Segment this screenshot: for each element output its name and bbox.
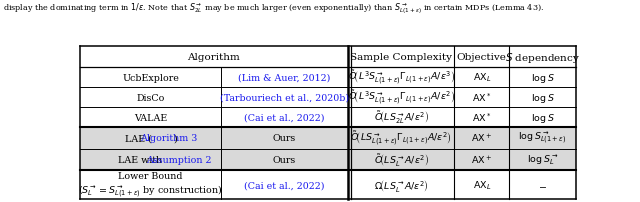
- Text: Assumption 2: Assumption 2: [146, 155, 212, 164]
- Text: $\mathrm{AX}^*$: $\mathrm{AX}^*$: [472, 111, 492, 124]
- Bar: [80, 170, 576, 199]
- Text: $-$: $-$: [538, 180, 547, 189]
- Text: Ours: Ours: [273, 155, 296, 164]
- Text: Algorithm: Algorithm: [188, 53, 240, 62]
- Text: Sample Complexity: Sample Complexity: [350, 53, 452, 62]
- Text: DisCo: DisCo: [136, 93, 165, 102]
- Text: UcbExplore: UcbExplore: [122, 73, 179, 82]
- Text: ): ): [173, 134, 177, 143]
- Text: $\log S_{L(1+\epsilon)}^{\rightarrow}$: $\log S_{L(1+\epsilon)}^{\rightarrow}$: [518, 130, 566, 147]
- Text: LAE with: LAE with: [118, 155, 166, 164]
- Text: (Cai et al., 2022): (Cai et al., 2022): [244, 180, 325, 189]
- Text: $\log S$: $\log S$: [531, 71, 554, 84]
- Bar: [80, 88, 576, 108]
- Text: (Lim & Auer, 2012): (Lim & Auer, 2012): [239, 73, 331, 82]
- Text: $\Omega\!\left(L S_L^{\rightarrow} A/\epsilon^2\right)$: $\Omega\!\left(L S_L^{\rightarrow} A/\ep…: [374, 177, 429, 193]
- Text: $S$ dependency: $S$ dependency: [505, 50, 580, 64]
- Text: display the dominating term in $1/\epsilon$. Note that $S_{2L}^{\rightarrow}$ ma: display the dominating term in $1/\epsil…: [3, 1, 544, 16]
- Bar: [80, 68, 576, 88]
- Text: Lower Bound
$(S_L^{\rightarrow} = S_{L(1+\epsilon)}^{\rightarrow}$ by constructi: Lower Bound $(S_L^{\rightarrow} = S_{L(1…: [78, 171, 223, 199]
- Text: $\mathrm{AX}_L$: $\mathrm{AX}_L$: [472, 72, 491, 84]
- Text: VALAE: VALAE: [134, 113, 167, 122]
- Text: $\log S_L^{\rightarrow}$: $\log S_L^{\rightarrow}$: [527, 153, 558, 167]
- Text: Algorithm 3: Algorithm 3: [140, 134, 197, 143]
- Text: LAE (: LAE (: [125, 134, 152, 143]
- Bar: [80, 127, 576, 149]
- Bar: [80, 108, 576, 127]
- Text: Objective: Objective: [457, 53, 507, 62]
- Bar: [80, 149, 576, 170]
- Text: $\mathrm{AX}^+$: $\mathrm{AX}^+$: [471, 154, 492, 166]
- Text: Ours: Ours: [273, 134, 296, 143]
- Text: $\tilde{O}\!\left(L S_{2L}^{\rightarrow} A/\epsilon^2\right)$: $\tilde{O}\!\left(L S_{2L}^{\rightarrow}…: [374, 109, 429, 126]
- Text: $\mathrm{AX}^*$: $\mathrm{AX}^*$: [472, 91, 492, 104]
- Text: $\mathrm{AX}_L$: $\mathrm{AX}_L$: [472, 179, 491, 191]
- Text: (Tarbouriech et al., 2020b): (Tarbouriech et al., 2020b): [220, 93, 349, 102]
- Text: $\log S$: $\log S$: [531, 91, 554, 104]
- Text: (Cai et al., 2022): (Cai et al., 2022): [244, 113, 325, 122]
- Text: $\mathrm{AX}^+$: $\mathrm{AX}^+$: [471, 132, 492, 144]
- Text: $\tilde{O}\!\left(L S_{L(1+\epsilon)}^{\rightarrow}\Gamma_{L(1+\epsilon)} A/\eps: $\tilde{O}\!\left(L S_{L(1+\epsilon)}^{\…: [350, 129, 452, 147]
- Text: $\tilde{O}\!\left(L^3 S_{L(1+\epsilon)}^{\rightarrow}\Gamma_{L(1+\epsilon)} A/\e: $\tilde{O}\!\left(L^3 S_{L(1+\epsilon)}^…: [348, 88, 454, 107]
- Text: $\tilde{O}\!\left(L S_L^{\rightarrow} A/\epsilon^2\right)$: $\tilde{O}\!\left(L S_L^{\rightarrow} A/…: [374, 152, 429, 168]
- Text: $\log S$: $\log S$: [531, 111, 554, 124]
- Text: $\tilde{O}\!\left(L^3 S_{L(1+\epsilon)}^{\rightarrow}\Gamma_{L(1+\epsilon)} A/\e: $\tilde{O}\!\left(L^3 S_{L(1+\epsilon)}^…: [348, 68, 454, 87]
